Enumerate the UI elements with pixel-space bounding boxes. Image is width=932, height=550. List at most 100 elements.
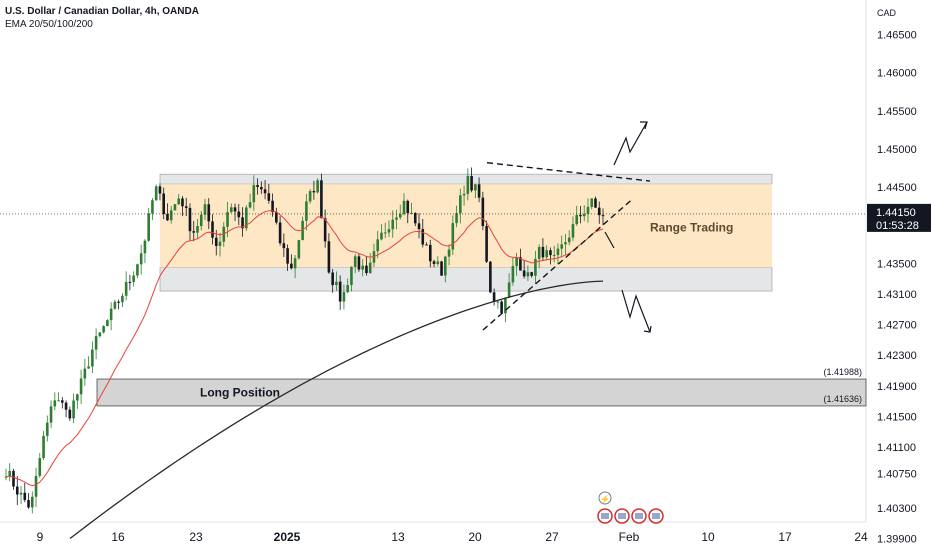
price-tick-label: 1.42700 — [877, 320, 917, 332]
candle-body — [162, 193, 165, 214]
candle-body — [342, 292, 346, 302]
candle-body — [496, 301, 500, 303]
candle-body — [15, 486, 19, 495]
candle-body — [447, 249, 451, 257]
flag-icon — [635, 513, 643, 519]
time-tick-label: Feb — [619, 530, 640, 544]
currency-label: CAD — [877, 8, 897, 18]
flag-icon — [652, 513, 660, 519]
candle-body — [252, 185, 256, 203]
candle-body — [4, 476, 8, 478]
candle-body — [428, 244, 432, 262]
range-trading-label: Range Trading — [650, 221, 733, 235]
price-tick-label: 1.45500 — [877, 106, 917, 118]
candle-body — [410, 212, 413, 214]
price-tick-label: 1.40750 — [877, 469, 917, 481]
candle-body — [567, 237, 571, 243]
candle-body — [383, 232, 387, 234]
price-tick-label: 1.42300 — [877, 350, 917, 362]
price-tick-label: 1.46000 — [877, 68, 917, 80]
candle-body — [350, 266, 353, 286]
lightning-event-icon[interactable] — [598, 491, 612, 505]
candle-body — [72, 400, 75, 419]
small-down-arrow — [604, 231, 615, 249]
candle-body — [245, 207, 248, 229]
candle-body — [489, 261, 492, 293]
candle-body — [102, 326, 105, 333]
indicator-legend[interactable]: EMA 20/50/100/200 — [5, 19, 93, 30]
candle-body — [113, 301, 117, 309]
candle-body — [147, 213, 150, 241]
time-tick-label: 24 — [854, 530, 868, 544]
candle-body — [492, 292, 496, 302]
time-tick-label: 23 — [189, 530, 203, 544]
candle-body — [34, 475, 38, 497]
candle-body — [49, 406, 53, 423]
candle-body — [211, 221, 214, 238]
candle-body — [139, 253, 143, 265]
price-tag[interactable] — [867, 203, 931, 232]
candle-body — [290, 263, 293, 269]
candle-body — [53, 400, 57, 407]
down-projection-arrow — [621, 289, 651, 333]
chart-title: U.S. Dollar / Canadian Dollar, 4h, OANDA — [5, 6, 199, 17]
candle-body — [530, 272, 533, 276]
candle-body — [519, 257, 522, 271]
price-axis-panel[interactable] — [866, 0, 932, 550]
candle-body — [154, 186, 158, 201]
candle-body — [124, 281, 128, 296]
candle-body — [76, 394, 79, 401]
candle-body — [444, 256, 447, 276]
candle-body — [455, 213, 458, 224]
candle-body — [451, 223, 455, 250]
price-tick-label: 1.41900 — [877, 381, 917, 393]
candle-body — [331, 272, 334, 286]
candle-body — [320, 180, 323, 219]
candle-body — [368, 262, 372, 274]
candle-body — [515, 257, 518, 267]
up-projection-arrow — [613, 121, 648, 166]
candle-body — [278, 222, 282, 244]
candle-body — [61, 400, 64, 403]
price-tick-label: 1.44500 — [877, 182, 917, 194]
candle-body — [132, 275, 135, 282]
candle-body — [312, 191, 316, 193]
candle-body — [196, 226, 199, 233]
down-arrowhead — [643, 325, 652, 333]
flag-icon — [601, 513, 609, 519]
candle-body — [545, 250, 548, 258]
candle-body — [260, 187, 263, 190]
candle-body — [470, 176, 473, 191]
candle-body — [564, 242, 567, 245]
candle-body — [425, 244, 428, 246]
candle-body — [395, 217, 398, 220]
time-tick-label: 10 — [701, 530, 715, 544]
price-tick-label: 1.43100 — [877, 289, 917, 301]
candle-body — [308, 191, 312, 202]
range-zone — [160, 184, 772, 268]
candle-body — [406, 200, 410, 214]
candle-body — [181, 198, 184, 207]
candle-body — [560, 244, 563, 249]
time-tick-label: 9 — [37, 530, 44, 544]
time-tick-label: 13 — [391, 530, 405, 544]
candle-body — [199, 214, 203, 227]
time-tick-label: 17 — [778, 530, 792, 544]
candle-body — [522, 270, 526, 277]
candle-body — [151, 200, 154, 214]
price-tick-label: 1.39900 — [877, 534, 917, 546]
price-tag-value: 1.44150 — [876, 207, 916, 219]
candle-body — [8, 470, 12, 477]
flag-icon — [618, 513, 626, 519]
time-tick-label: 27 — [545, 530, 559, 544]
candle-body — [387, 229, 391, 233]
candle-body — [335, 281, 338, 286]
price-tag-countdown: 01:53:28 — [876, 220, 919, 232]
long-top-label: (1.41988) — [823, 367, 862, 377]
candle-body — [173, 204, 177, 211]
long-position-label: Long Position — [200, 385, 280, 399]
lower-trendline — [482, 198, 634, 331]
candle-body — [507, 282, 511, 298]
candle-body — [256, 185, 259, 188]
